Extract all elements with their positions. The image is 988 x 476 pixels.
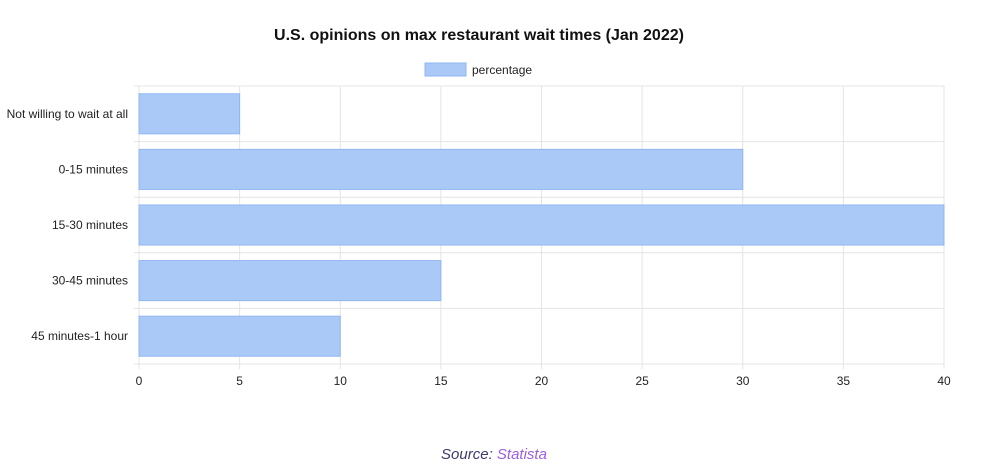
bar-1[interactable] bbox=[138, 148, 744, 190]
legend-label-percentage: percentage bbox=[472, 63, 532, 77]
bar-0[interactable] bbox=[138, 93, 241, 135]
x-tick-label: 10 bbox=[334, 374, 348, 388]
gridlines bbox=[134, 85, 945, 369]
x-tick-label: 15 bbox=[434, 374, 448, 388]
x-axis: 0 5 10 15 20 25 30 35 40 bbox=[136, 374, 951, 388]
bar-3[interactable] bbox=[138, 260, 442, 302]
category-label: 15-30 minutes bbox=[52, 218, 128, 232]
x-tick-label: 5 bbox=[236, 374, 243, 388]
x-tick-label: 30 bbox=[736, 374, 750, 388]
legend-swatch bbox=[424, 62, 467, 77]
category-label: 45 minutes-1 hour bbox=[31, 329, 128, 343]
x-tick-label: 25 bbox=[635, 374, 649, 388]
x-tick-label: 40 bbox=[937, 374, 951, 388]
bar-4[interactable] bbox=[138, 315, 341, 357]
x-tick-label: 35 bbox=[837, 374, 851, 388]
source-credit: Source: Statista bbox=[0, 446, 988, 463]
bars bbox=[138, 93, 945, 357]
legend: percentage bbox=[424, 62, 532, 77]
category-label: 30-45 minutes bbox=[52, 274, 128, 288]
bar-2[interactable] bbox=[138, 204, 945, 246]
category-label: Not willing to wait at all bbox=[7, 107, 128, 121]
x-tick-label: 20 bbox=[535, 374, 549, 388]
chart-title: U.S. opinions on max restaurant wait tim… bbox=[274, 27, 684, 44]
category-labels: Not willing to wait at all 0-15 minutes 15… bbox=[7, 107, 128, 343]
category-label: 0-15 minutes bbox=[59, 162, 128, 176]
source-link[interactable]: Statista bbox=[496, 446, 547, 463]
source-prefix: Source: bbox=[441, 446, 493, 463]
x-tick-label: 0 bbox=[136, 374, 143, 388]
